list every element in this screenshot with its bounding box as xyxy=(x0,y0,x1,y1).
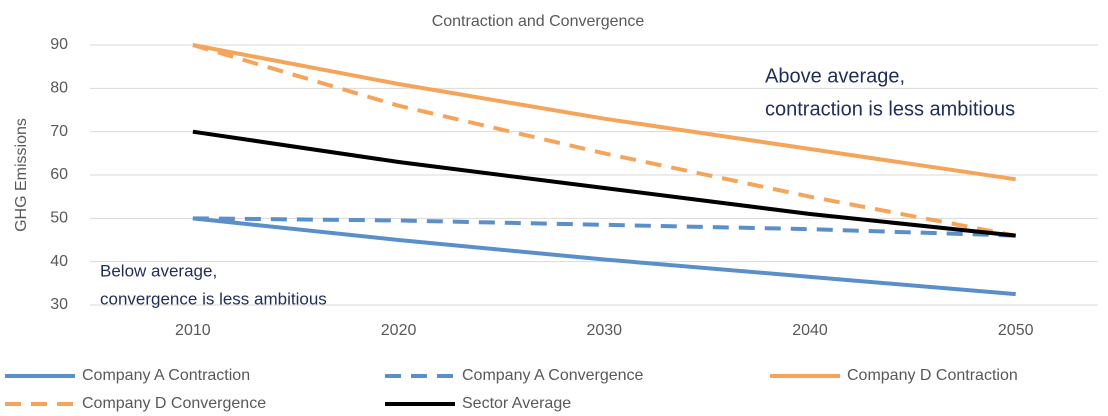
annotation: Below average, xyxy=(100,261,217,280)
x-tick-label: 2020 xyxy=(381,322,417,339)
series-line xyxy=(192,43,1017,182)
x-tick-label: 2010 xyxy=(175,322,211,339)
x-tick-label: 2030 xyxy=(586,322,622,339)
annotation: convergence is less ambitious xyxy=(100,289,327,308)
y-tick-label: 40 xyxy=(50,253,68,270)
series-line xyxy=(192,216,1016,297)
series-line xyxy=(192,43,1017,238)
legend-label: Company A Contraction xyxy=(82,367,250,384)
legend-label: Company D Contraction xyxy=(847,367,1018,384)
y-tick-label: 70 xyxy=(50,123,68,140)
legend-label: Company A Convergence xyxy=(462,367,644,384)
y-tick-label: 50 xyxy=(50,210,68,227)
y-tick-label: 60 xyxy=(50,166,68,183)
chart-title: Contraction and Convergence xyxy=(432,13,645,30)
y-tick-label: 80 xyxy=(50,80,68,97)
annotation: contraction is less ambitious xyxy=(765,98,1015,120)
y-axis-label: GHG Emissions xyxy=(13,118,30,232)
x-tick-label: 2040 xyxy=(792,322,828,339)
x-tick-label: 2050 xyxy=(998,322,1034,339)
y-tick-label: 90 xyxy=(50,36,68,53)
series-line xyxy=(192,216,1016,238)
legend-label: Company D Convergence xyxy=(82,395,266,412)
legend-label: Sector Average xyxy=(462,395,571,412)
y-tick-label: 30 xyxy=(50,296,68,313)
series-line xyxy=(192,129,1016,238)
annotation: Above average, xyxy=(765,65,905,87)
